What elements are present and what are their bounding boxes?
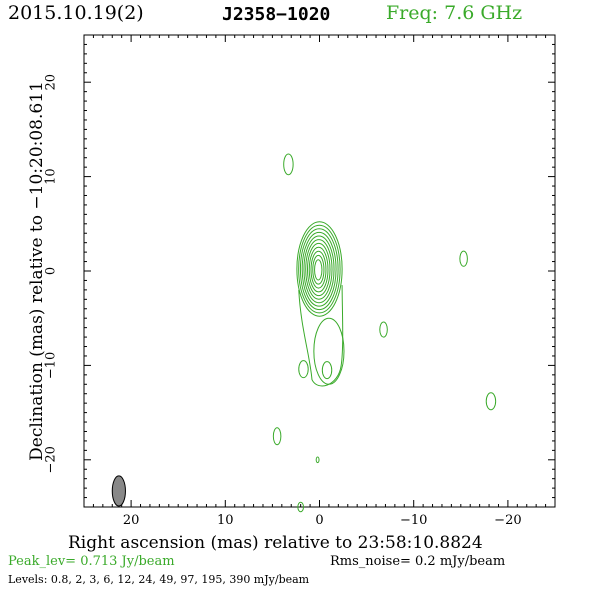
frequency-label: Freq: 7.6 GHz (386, 2, 523, 24)
core-contour (301, 231, 337, 307)
peak-level: Peak_lev= 0.713 Jy/beam (8, 554, 175, 569)
x-tick-label: −20 (494, 513, 521, 528)
y-axis-label: Declination (mas) relative to −10:20:08.… (27, 81, 47, 461)
core-contour (296, 221, 343, 317)
source-name: J2358−1020 (222, 4, 331, 25)
y-tick-label: 0 (44, 267, 59, 275)
x-tick-label: −10 (400, 513, 427, 528)
rms-noise: Rms_noise= 0.2 mJy/beam (330, 554, 506, 569)
core-contour (303, 235, 335, 304)
jet-knot-contour (321, 361, 333, 380)
core-contour (305, 239, 333, 300)
y-tick-label: 20 (44, 74, 59, 91)
island-contour (283, 153, 294, 176)
core-contour (299, 228, 339, 311)
core-contour (298, 224, 341, 314)
x-axis-label: Right ascension (mas) relative to 23:58:… (68, 533, 483, 553)
y-tick-label: 10 (44, 168, 59, 185)
island-contour (379, 321, 388, 338)
island-contour (459, 250, 468, 267)
island-contour (297, 501, 304, 513)
island-contour (298, 360, 309, 379)
core-contour (310, 250, 327, 289)
y-tick-label: −20 (44, 446, 59, 473)
core-contour (314, 259, 323, 281)
contour-levels: Levels: 0.8, 2, 3, 6, 12, 24, 49, 97, 19… (8, 573, 310, 586)
plot-frame (83, 34, 556, 508)
core-contour (306, 242, 331, 297)
core-contour (308, 246, 329, 293)
x-tick-label: 20 (123, 513, 140, 528)
observation-date: 2015.10.19(2) (8, 2, 144, 24)
core-contour (312, 254, 325, 285)
x-tick-label: 10 (217, 513, 234, 528)
jet-contour (298, 285, 344, 387)
jet-knot-contour (313, 317, 345, 385)
island-contour (315, 456, 320, 464)
y-tick-label: −10 (44, 352, 59, 379)
island-contour (272, 427, 282, 446)
island-contour (485, 392, 497, 411)
beam-ellipse (111, 475, 126, 507)
x-tick-label: 0 (315, 513, 323, 528)
